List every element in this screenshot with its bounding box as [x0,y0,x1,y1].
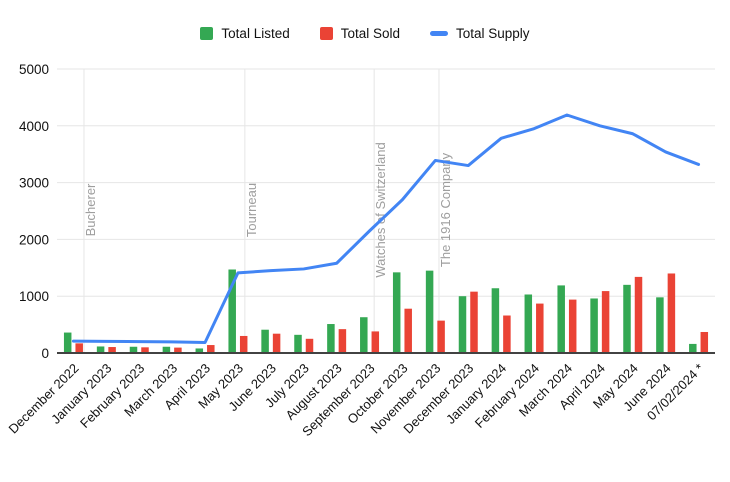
listed-bar [392,272,401,353]
listed-bar [425,270,434,353]
y-tick-label: 4000 [19,119,49,134]
legend-label-total-supply: Total Supply [456,26,530,41]
sold-bar [503,315,511,353]
sold-bar [305,338,314,353]
sold-bar [470,291,478,353]
listed-bar [458,296,467,353]
chart-legend: Total Listed Total Sold Total Supply [0,26,730,41]
listed-bar [590,298,598,353]
sold-bar [338,329,347,353]
listed-bar [162,346,171,353]
sold-bar [404,308,412,353]
listed-bar [557,285,565,353]
total-supply-line-swatch-icon [430,31,449,36]
sold-bar [174,347,182,353]
annotation-label: Tourneau [244,183,259,237]
listed-bar [195,348,204,353]
listed-bar [129,346,138,353]
listed-bar [294,334,302,353]
listed-bar [491,288,500,353]
listed-bar [96,346,105,353]
y-tick-label: 5000 [19,62,49,77]
sold-bar [239,335,248,353]
annotation-label: The 1916 Company [438,152,453,267]
sold-bar [601,291,610,353]
y-tick-label: 2000 [19,232,49,247]
legend-label-total-sold: Total Sold [340,26,401,41]
sold-bar [437,320,445,353]
listed-bar [689,343,697,353]
sold-bar [141,347,149,353]
listed-bar [228,269,236,353]
legend-item-total-supply: Total Supply [430,26,530,41]
listed-bar [360,317,368,353]
sold-bar [667,273,676,353]
sold-bar [634,276,643,353]
y-tick-label: 3000 [19,176,49,191]
legend-item-total-listed: Total Listed [200,26,290,41]
supply-line [71,113,701,344]
listed-bar [524,294,533,353]
sold-bar [207,345,215,353]
listed-bar [656,297,664,353]
listed-bar [63,332,72,353]
sold-bar [700,331,709,353]
sold-bar [75,343,83,353]
annotation-label: Bucherer [83,183,98,236]
y-tick-label: 0 [41,346,49,361]
total-sold-swatch-icon [319,27,333,40]
legend-label-total-listed: Total Listed [221,26,290,41]
listed-bar [327,324,335,353]
sold-bar [272,333,281,353]
sold-bar [568,299,577,353]
sold-bar [371,331,380,353]
y-tick-label: 1000 [19,289,49,304]
total-listed-swatch-icon [200,27,214,40]
listed-bar [261,329,269,353]
legend-item-total-sold: Total Sold [319,26,401,41]
sold-bar [536,303,544,353]
annotation-label: Watches of Switzerland [373,142,388,277]
listed-bar [623,284,631,353]
sold-bar [108,347,116,353]
